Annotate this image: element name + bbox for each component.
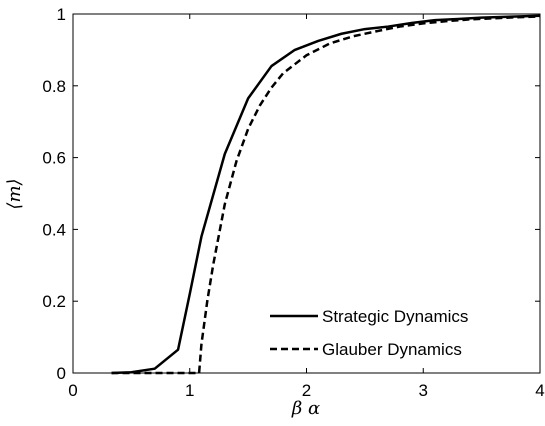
y-tick-label: 1: [57, 5, 66, 24]
x-axis: 0 1 2 3 4: [68, 14, 545, 400]
x-axis-label: β α: [291, 398, 320, 419]
y-tick-label: 0: [57, 364, 66, 383]
x-tick-label: 3: [419, 381, 428, 400]
y-tick-label: 0.2: [42, 292, 66, 311]
y-axis-label: ⟨m⟩: [4, 178, 25, 209]
legend-label-strategic: Strategic Dynamics: [322, 307, 468, 326]
y-tick-label: 0.6: [42, 149, 66, 168]
plot-area: [72, 13, 541, 374]
x-tick-label: 4: [535, 381, 544, 400]
series-layer: [111, 14, 541, 375]
y-tick-label: 0.8: [42, 77, 66, 96]
legend: Strategic Dynamics Glauber Dynamics: [270, 307, 468, 359]
y-tick-label: 0.4: [42, 220, 66, 239]
y-axis: 0 0.2 0.4 0.6 0.8 1: [42, 5, 540, 383]
x-tick-label: 0: [68, 381, 77, 400]
x-tick-label: 1: [185, 381, 194, 400]
series-line-glauber-dynamics: [111, 15, 541, 375]
x-tick-label: 2: [302, 381, 311, 400]
legend-label-glauber: Glauber Dynamics: [322, 340, 462, 359]
